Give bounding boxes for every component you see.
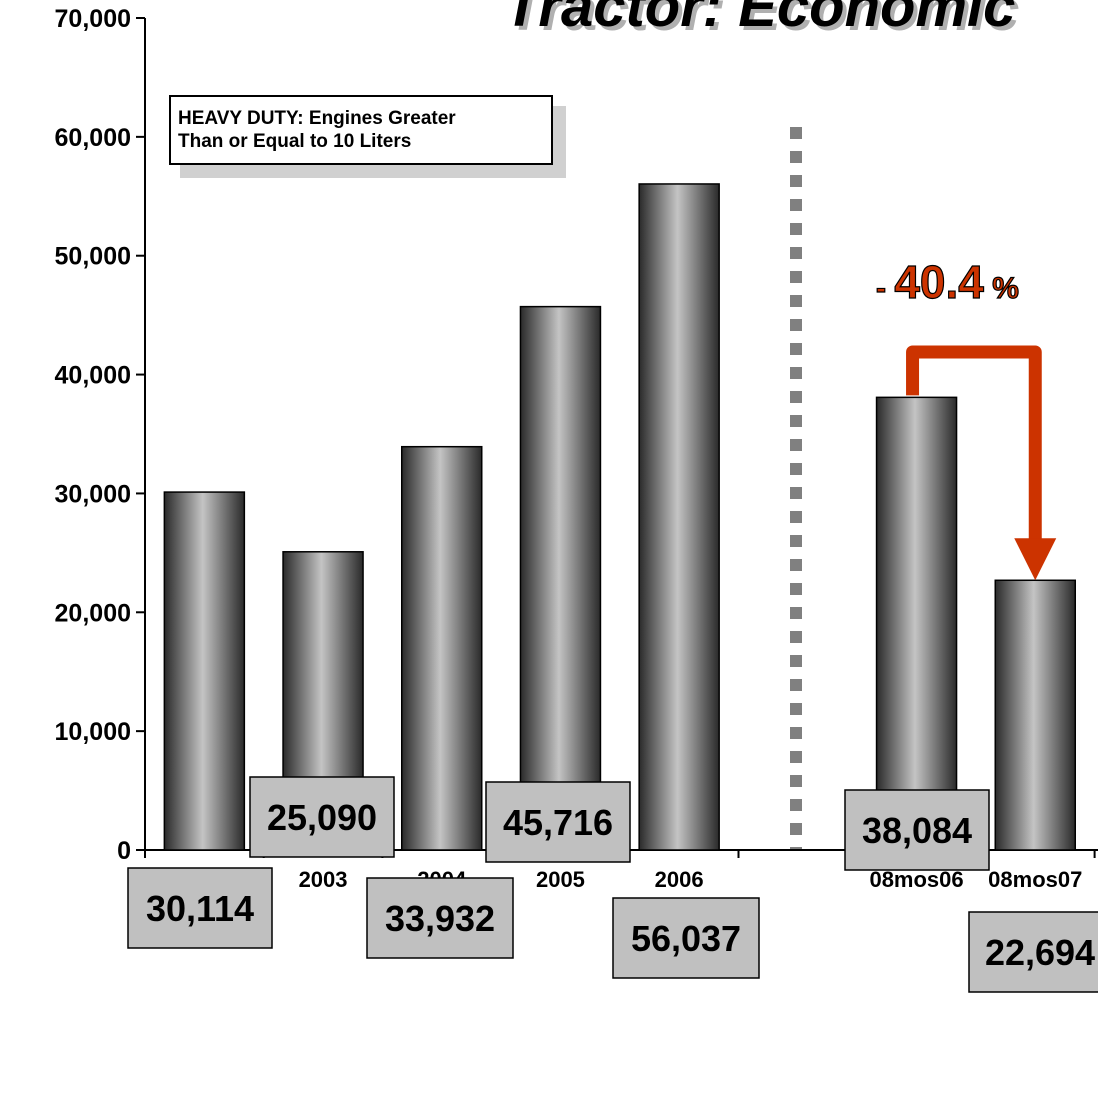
bars: 2002200320042005200608mos0608mos0730,114… [127, 183, 1098, 993]
bar [638, 183, 720, 851]
note-box: HEAVY DUTY: Engines Greater Than or Equa… [169, 95, 566, 178]
y-tick-label: 40,000 [55, 362, 131, 390]
change-arrow-path [906, 345, 1042, 541]
y-tick-label: 70,000 [55, 5, 131, 33]
x-tick-label: 2005 [536, 867, 585, 892]
value-label-box [366, 877, 514, 959]
value-label: 38,084 [862, 810, 972, 851]
note-line-2: Than or Equal to 10 Liters [178, 131, 411, 152]
change-label: - 40.4 % [876, 256, 1019, 308]
value-label-box [485, 781, 631, 863]
axes: 0 10,000 20,000 30,000 40,000 50,000 60,000 70,… [55, 5, 1098, 865]
change-arrow-head [1014, 538, 1057, 581]
value-label-box [249, 776, 395, 858]
x-tick-label: 2006 [655, 867, 704, 892]
change-label-unit: % [984, 272, 1019, 305]
note-box-frame [169, 95, 553, 165]
y-tick-label: 30,000 [55, 480, 131, 508]
x-tick-label: 2003 [299, 867, 348, 892]
y-tick-label: 20,000 [55, 599, 131, 627]
value-label: 56,037 [631, 918, 741, 959]
change-label-sign: - [876, 272, 894, 305]
y-tick-label: 0 [117, 837, 131, 865]
value-label: 30,114 [146, 888, 254, 929]
value-label-box [844, 789, 990, 871]
chart-title-shadow: Tractor: Economic [508, 0, 1019, 43]
value-label-box [612, 897, 760, 979]
y-tick-label: 10,000 [55, 718, 131, 746]
bar [994, 579, 1076, 851]
note-line-1: HEAVY DUTY: Engines Greater [178, 108, 456, 129]
value-label: 33,932 [385, 898, 495, 939]
bar [163, 491, 246, 851]
bar [519, 305, 602, 851]
value-label-box [968, 911, 1098, 993]
value-label: 25,090 [267, 797, 377, 838]
change-annotation: - 40.4 % [875, 255, 1057, 581]
chart-title: Tractor: Economic [504, 0, 1015, 39]
bar [401, 445, 483, 851]
x-tick-label: 08mos06 [869, 867, 963, 892]
value-label: 45,716 [503, 802, 613, 843]
y-tick-label: 60,000 [55, 124, 131, 152]
x-tick-label: 08mos07 [988, 867, 1082, 892]
y-tick-label: 50,000 [55, 243, 131, 271]
change-label-value: 40.4 [894, 256, 984, 308]
bar [875, 396, 958, 851]
value-label: 22,694 [985, 932, 1095, 973]
value-label-box [127, 867, 273, 949]
